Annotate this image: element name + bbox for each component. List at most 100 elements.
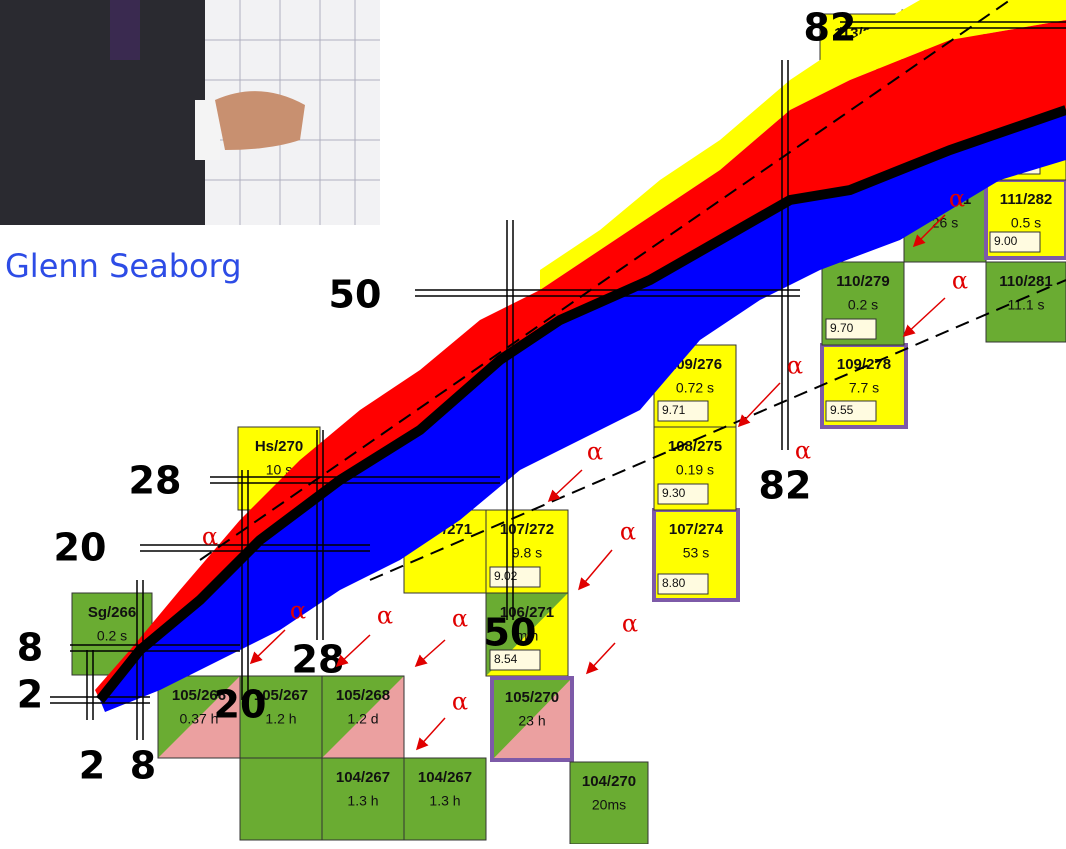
band-yellow [540, 0, 1066, 290]
box-bg [986, 262, 1066, 342]
alpha-label: α [452, 688, 468, 716]
alpha-label: α [949, 185, 965, 213]
decay-arrow [335, 634, 371, 668]
half-life: 1.3 h [347, 793, 378, 809]
alpha-energy: 9.02 [494, 569, 518, 583]
half-life: 23 h [518, 713, 545, 729]
decay-arrow [737, 382, 781, 428]
half-life: 0.72 s [676, 380, 714, 396]
nuclide-label: 111/282 [1000, 191, 1053, 208]
proton-magic-number: 20 [54, 526, 107, 570]
nuclide-box: 111/282 0.5 s 9.00 [984, 178, 1066, 260]
decay-arrow [249, 629, 286, 665]
nuclide-box: 105/267 1.2 h [239, 675, 323, 759]
nuclide-label: 105/266 [172, 687, 226, 704]
half-life: min [516, 628, 539, 644]
energy-box [657, 483, 709, 505]
energy-box [989, 231, 1041, 253]
alpha-energy: 9.71 [662, 403, 686, 417]
box-bg [322, 758, 404, 840]
alpha-energy: 9.55 [830, 403, 854, 417]
box-bg [404, 758, 486, 840]
drip-line [369, 279, 1066, 581]
alpha-label: α [202, 523, 218, 551]
proton-magic-number: 2 [17, 673, 43, 717]
decay-arrow [547, 469, 583, 503]
decay-arrow [902, 297, 946, 338]
nuclide-label: 107/272 [500, 521, 554, 538]
half-life: 0.2 s [97, 628, 127, 644]
nuclide-box: 110/281 11.1 s [985, 261, 1066, 343]
alpha-energy: 9.30 [662, 486, 686, 500]
nuclide-label: 104/267 [418, 769, 472, 786]
nuclide-box: 105/268 1.2 d [321, 675, 405, 759]
alpha-label: α [795, 437, 811, 465]
alpha-label: α [377, 602, 393, 630]
proton-magic-number: 8 [17, 626, 43, 670]
nuclide-label: 110/281 [999, 273, 1052, 290]
box-split [322, 676, 404, 758]
alpha-label: α [587, 438, 603, 466]
alpha-label: α [622, 610, 638, 638]
half-life: 0.37 h [180, 711, 219, 727]
nuclide-label: 105/270 [505, 689, 559, 706]
nuclide-label: 105/268 [336, 687, 390, 704]
neutron-magic-number: 2 [79, 744, 105, 788]
decay-arrow [578, 549, 613, 591]
band-stable [96, 105, 1066, 704]
nuclide-label: 105/267 [254, 687, 308, 704]
proton-magic-number: 28 [129, 459, 182, 503]
nuclide-box: 104/270 20ms [569, 761, 649, 845]
alpha-label: α [452, 605, 468, 633]
box-split [158, 676, 240, 758]
half-life: 0.2 s [848, 297, 878, 313]
half-life: 11.1 s [1007, 297, 1044, 313]
half-life: 7.7 s [849, 380, 879, 396]
neutron-magic-number: 20 [214, 683, 267, 727]
proton-magic-number: 82 [804, 6, 857, 50]
nuclide-box: 104/267 1.3 h [403, 757, 487, 841]
half-life: 1.2 h [265, 711, 296, 727]
nuclide-box: 105/266 0.37 h [157, 675, 241, 759]
half-life: 1.2 d [347, 711, 378, 727]
nuclide-box: 105/270 23 h [490, 676, 574, 762]
energy-box [825, 400, 877, 422]
nuclide-label: 108/275 [668, 438, 722, 455]
photo-caption: Glenn Seaborg [5, 247, 242, 285]
nuclide-box: 107/274 53 s 8.80 [652, 508, 740, 602]
alpha-label: α [787, 352, 803, 380]
decay-arrow [912, 214, 946, 248]
half-life: 0.19 s [676, 462, 714, 478]
nuclide-label: Hs/270 [255, 438, 303, 455]
energy-box [657, 400, 709, 422]
alpha-energy: 9.70 [830, 321, 854, 335]
box-border [821, 261, 905, 346]
energy-box [657, 573, 709, 595]
nuclide-band [95, 0, 1066, 712]
box-border [403, 757, 487, 841]
box-border [490, 676, 574, 762]
half-life: 0.5 s [1011, 215, 1041, 231]
half-life: 10 s [266, 462, 292, 478]
alpha-label: α [290, 597, 306, 625]
blank-box [239, 757, 323, 841]
nuclide-box: 107/272 9.8 s 9.02 [485, 509, 569, 594]
nuclide-label: 104/267 [336, 769, 390, 786]
box-bg [240, 676, 322, 758]
proton-magic-number: 50 [329, 273, 382, 317]
alpha-energy: 8.80 [662, 576, 686, 590]
nuclide-box: 104/267 1.3 h [321, 757, 405, 841]
box-split [492, 678, 572, 760]
nuclide-label: 110/279 [836, 273, 889, 290]
energy-box [489, 566, 541, 588]
alpha-energy: 8.54 [494, 652, 518, 666]
decay-arrow [414, 639, 446, 667]
neutron-magic-number: 50 [484, 611, 537, 655]
neutron-magic-number: 8 [130, 744, 156, 788]
energy-box [489, 649, 541, 671]
half-life: 1.3 h [429, 793, 460, 809]
nuclide-label: Sg/266 [88, 604, 136, 621]
nuclide-box: 108/275 0.19 s 9.30 [653, 426, 737, 511]
